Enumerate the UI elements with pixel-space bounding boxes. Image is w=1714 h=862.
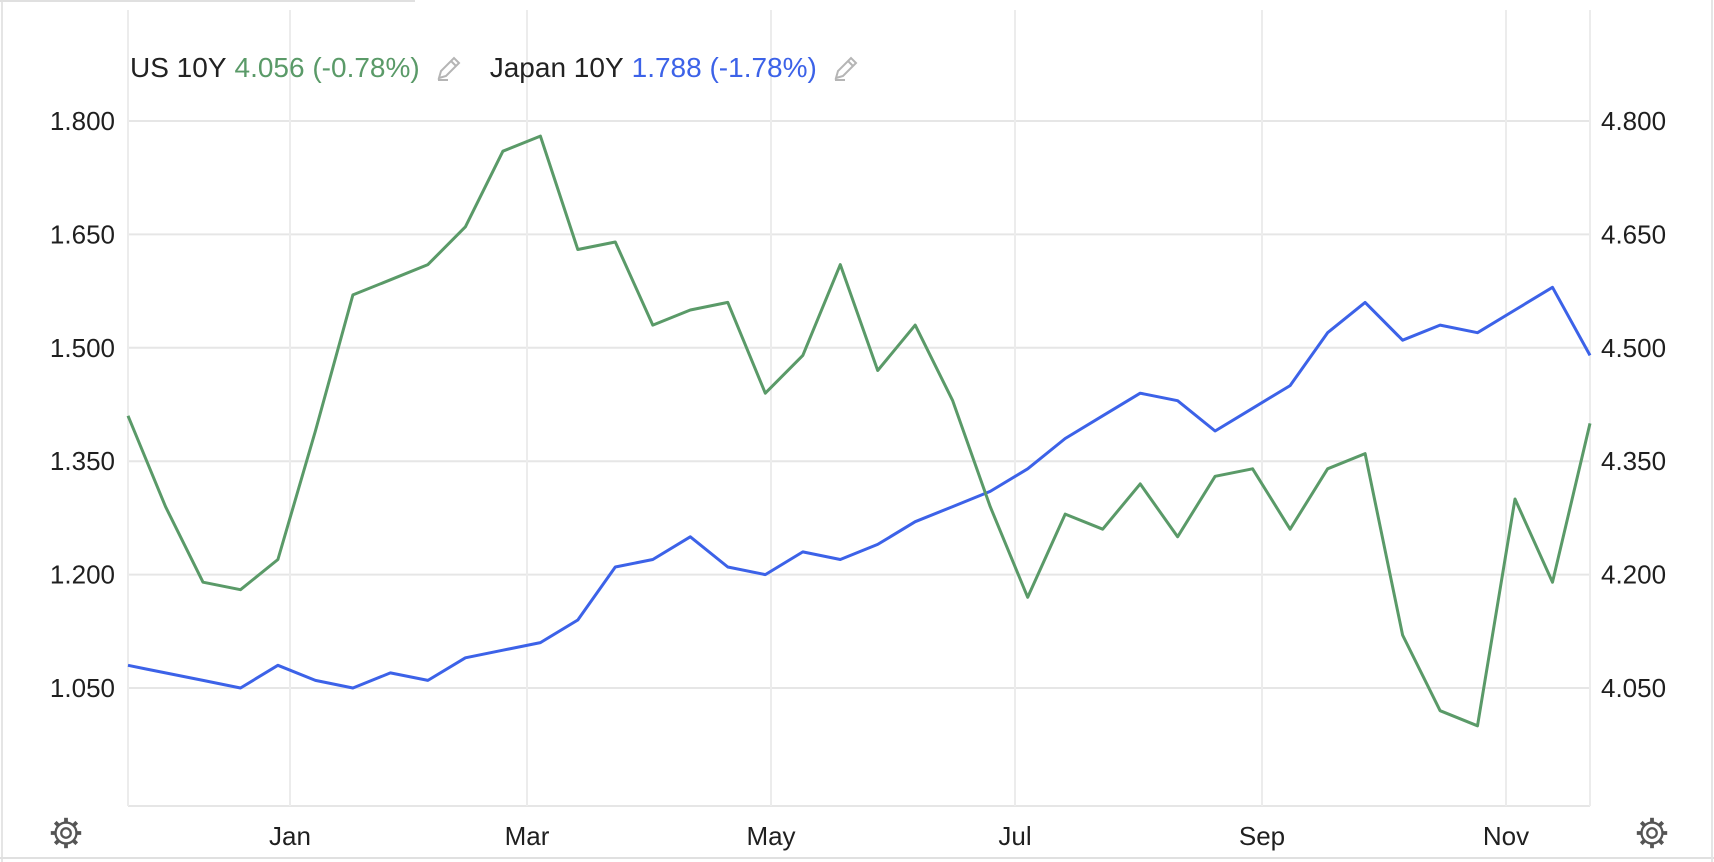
x-tick-label: Jul (998, 821, 1031, 851)
legend-japan10y-name: Japan 10Y (489, 52, 624, 83)
x-tick-label: Jan (269, 821, 311, 851)
right-tick-label: 4.650 (1601, 219, 1666, 249)
legend-item-japan10y: Japan 10Y 1.788 (-1.78%) (490, 52, 861, 84)
legend: US 10Y 4.056 (-0.78%) Japan 10Y 1.788 (-… (130, 52, 887, 84)
legend-us10y-change: (-0.78%) (312, 52, 420, 83)
left-tick-label: 1.350 (50, 446, 115, 476)
right-tick-label: 4.800 (1601, 106, 1666, 136)
x-tick-label: Nov (1483, 821, 1529, 851)
legend-item-us10y: US 10Y 4.056 (-0.78%) (130, 52, 464, 84)
left-tick-label: 1.650 (50, 219, 115, 249)
pencil-icon[interactable] (434, 53, 464, 83)
x-tick-label: Mar (505, 821, 550, 851)
series-line-japan-10y (127, 285, 1592, 690)
legend-japan10y-price: 1.788 (631, 52, 702, 83)
legend-japan10y-value: 1.788 (-1.78%) (632, 52, 817, 84)
legend-us10y-value: 4.056 (-0.78%) (235, 52, 420, 84)
legend-us10y-price: 4.056 (234, 52, 305, 83)
right-tick-label: 4.050 (1601, 673, 1666, 703)
series-layer (126, 134, 1592, 728)
right-tick-label: 4.500 (1601, 333, 1666, 363)
gear-icon[interactable] (47, 814, 85, 852)
right-tick-label: 4.200 (1601, 560, 1666, 590)
series-line-us-10y (126, 134, 1592, 728)
axes: 1.800 4.800 1.650 4.650 1.500 4.500 1.350 4.350… (50, 106, 1666, 851)
legend-japan10y-change: (-1.78%) (709, 52, 817, 83)
right-tick-label: 4.350 (1601, 446, 1666, 476)
x-tick-label: Sep (1239, 821, 1285, 851)
left-tick-label: 1.050 (50, 673, 115, 703)
legend-us10y-name: US 10Y (130, 52, 227, 83)
left-tick-label: 1.800 (50, 106, 115, 136)
grid-lines (127, 10, 1591, 807)
left-tick-label: 1.500 (50, 333, 115, 363)
x-tick-label: May (746, 821, 795, 851)
gear-icon[interactable] (1633, 814, 1671, 852)
pencil-icon[interactable] (831, 53, 861, 83)
left-tick-label: 1.200 (50, 560, 115, 590)
